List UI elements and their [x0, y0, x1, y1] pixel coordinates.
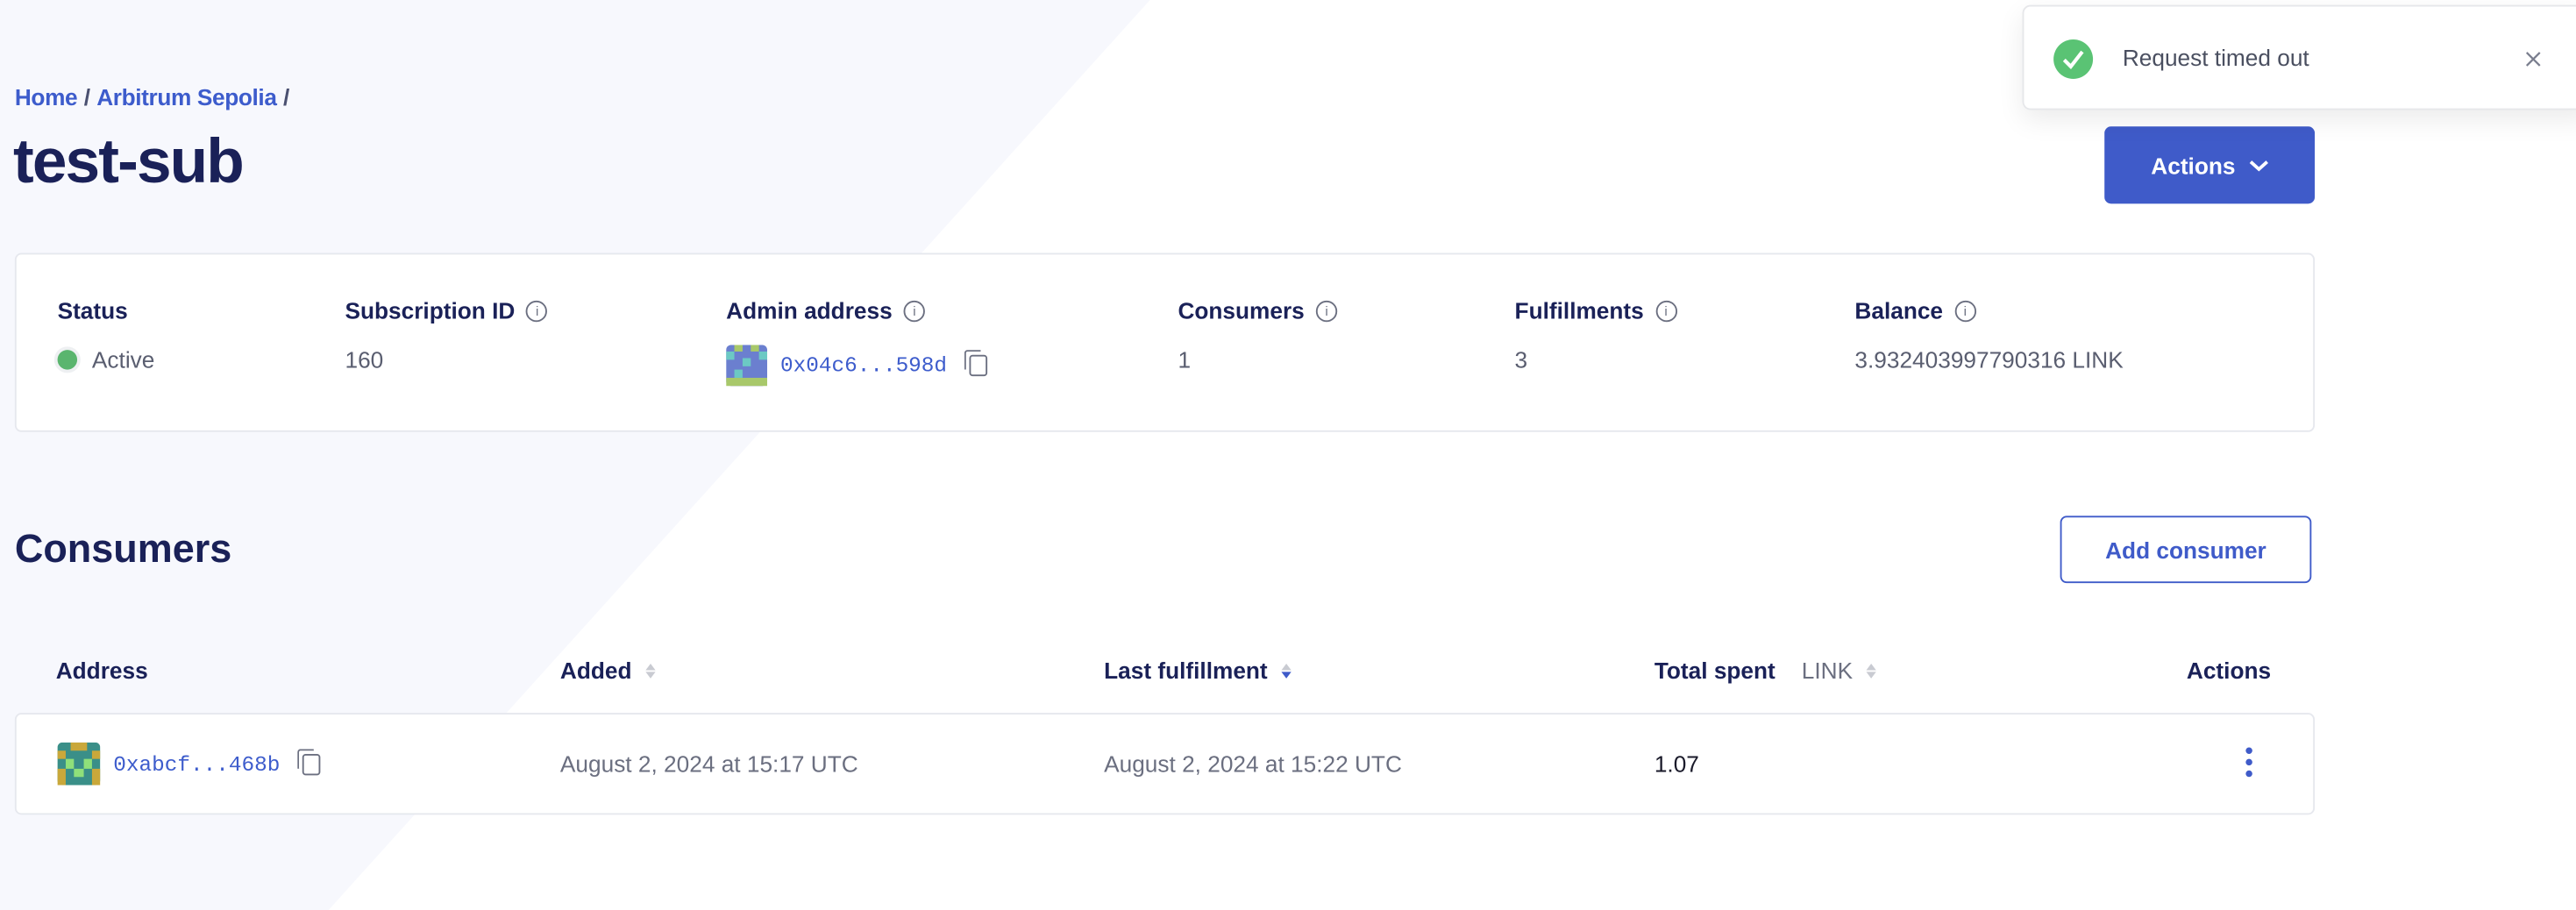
copy-icon[interactable] [964, 350, 988, 377]
status-dot-icon [57, 350, 78, 370]
sort-icon[interactable] [1866, 663, 1876, 678]
info-icon[interactable]: i [1654, 299, 1677, 322]
add-consumer-button[interactable]: Add consumer [2060, 515, 2312, 584]
fulfillments-value: 3 [1514, 346, 1528, 373]
sort-icon[interactable] [644, 663, 655, 678]
unit-label: LINK [1801, 657, 1854, 684]
more-vertical-icon[interactable] [2241, 746, 2258, 778]
table-row [14, 713, 2316, 815]
column-header-added[interactable]: Added [560, 657, 655, 683]
subscription-id-value: 160 [345, 346, 384, 373]
admin-address-link[interactable]: 0x04c6...598d [780, 352, 948, 378]
info-icon[interactable]: i [1315, 299, 1338, 322]
actions-button[interactable]: Actions [2104, 126, 2316, 204]
breadcrumb-home[interactable]: Home [14, 83, 78, 110]
actions-button-label: Actions [2151, 152, 2236, 179]
breadcrumb-separator: / [283, 83, 289, 110]
added-cell: August 2, 2024 at 15:17 UTC [559, 750, 858, 778]
last-fulfillment-cell: August 2, 2024 at 15:22 UTC [1104, 750, 1402, 778]
copy-icon[interactable] [297, 748, 322, 775]
page-title: test-sub [12, 128, 245, 197]
consumers-count-value: 1 [1178, 346, 1192, 373]
toast-message: Request timed out [2122, 44, 2309, 71]
identicon-avatar [57, 742, 101, 786]
sort-descending-icon[interactable] [1280, 663, 1291, 678]
identicon-avatar [726, 345, 768, 387]
breadcrumb-separator: / [83, 83, 90, 110]
consumer-address-link[interactable]: 0xabcf...468b [113, 751, 281, 777]
close-icon[interactable] [2525, 51, 2542, 68]
consumers-heading: Consumers [14, 527, 232, 572]
chevron-down-icon [2249, 160, 2268, 171]
total-spent-cell: 1.07 [1654, 750, 1699, 778]
column-header-address: Address [55, 657, 148, 684]
info-icon[interactable]: i [1954, 299, 1976, 322]
column-header-total-spent[interactable]: Total spent LINK [1654, 657, 1876, 683]
check-circle-icon [2053, 39, 2094, 79]
status-badge: Active [57, 346, 154, 373]
admin-address-label: Admin address i [726, 297, 926, 323]
status-label: Status [57, 297, 128, 324]
breadcrumb: Home / Arbitrum Sepolia / [15, 84, 296, 110]
column-header-actions: Actions [2186, 657, 2272, 684]
consumers-count-label: Consumers i [1178, 297, 1338, 323]
info-icon[interactable]: i [526, 299, 548, 322]
admin-address: 0x04c6...598d [726, 345, 988, 387]
toast-notification: Request timed out [2022, 4, 2576, 110]
info-icon[interactable]: i [903, 299, 926, 322]
balance-value: 3.932403997790316 LINK [1854, 346, 2124, 373]
fulfillments-label: Fulfillments i [1515, 297, 1677, 323]
subscription-id-label: Subscription ID i [345, 297, 548, 323]
column-header-last-fulfillment[interactable]: Last fulfillment [1104, 657, 1291, 683]
subscription-summary-card [14, 252, 2316, 432]
breadcrumb-network[interactable]: Arbitrum Sepolia [96, 83, 277, 110]
consumer-address: 0xabcf...468b [57, 742, 322, 786]
balance-label: Balance i [1854, 297, 1976, 323]
